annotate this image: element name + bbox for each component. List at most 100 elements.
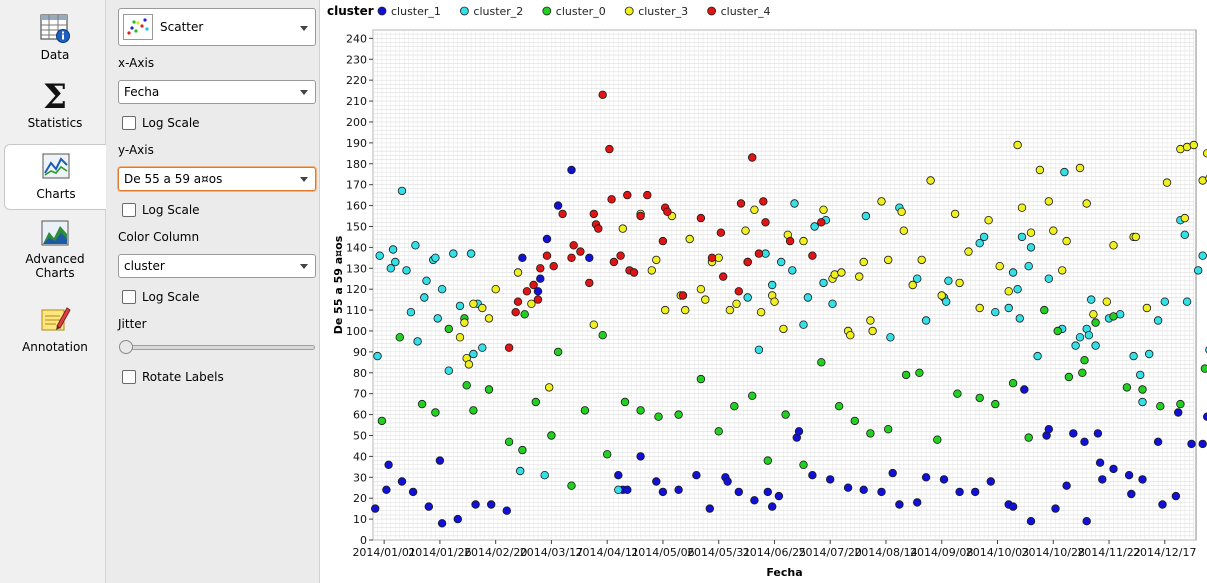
data-point[interactable] xyxy=(1136,370,1145,380)
data-point[interactable] xyxy=(511,308,520,317)
data-point[interactable] xyxy=(1015,314,1024,323)
data-point[interactable] xyxy=(1017,232,1027,242)
data-point[interactable] xyxy=(846,331,855,340)
data-point[interactable] xyxy=(433,314,442,323)
data-point[interactable] xyxy=(502,506,511,515)
data-point[interactable] xyxy=(462,381,471,390)
data-point[interactable] xyxy=(785,236,795,246)
chart-type-select[interactable]: Scatter xyxy=(118,8,316,46)
data-point[interactable] xyxy=(444,366,453,375)
data-point[interactable] xyxy=(799,236,808,246)
data-point[interactable] xyxy=(585,253,594,262)
data-point[interactable] xyxy=(1198,439,1207,449)
data-point[interactable] xyxy=(371,504,380,513)
data-point[interactable] xyxy=(1176,399,1185,409)
data-point[interactable] xyxy=(444,324,453,334)
data-point[interactable] xyxy=(1194,266,1203,275)
data-point[interactable] xyxy=(1049,226,1058,235)
x-axis-select[interactable]: Fecha xyxy=(118,80,316,104)
data-point[interactable] xyxy=(955,278,964,288)
data-point[interactable] xyxy=(518,445,527,455)
data-point[interactable] xyxy=(663,207,672,216)
data-point[interactable] xyxy=(437,285,447,294)
data-point[interactable] xyxy=(730,402,739,411)
data-point[interactable] xyxy=(478,343,487,352)
data-point[interactable] xyxy=(826,475,835,484)
data-point[interactable] xyxy=(618,224,627,233)
data-point[interactable] xyxy=(1078,368,1087,377)
data-point[interactable] xyxy=(901,370,911,380)
data-point[interactable] xyxy=(736,199,746,208)
scatter-chart[interactable]: 0 10 20 30 40 50 60 70 80 90 100 110 120 130 140 150 160… xyxy=(320,0,1207,583)
data-point[interactable] xyxy=(1122,383,1132,392)
data-point[interactable] xyxy=(770,297,779,306)
data-point[interactable] xyxy=(580,406,590,415)
data-point[interactable] xyxy=(1187,439,1196,449)
data-point[interactable] xyxy=(547,431,556,440)
data-point[interactable] xyxy=(850,416,859,426)
data-point[interactable] xyxy=(1109,464,1118,474)
data-point[interactable] xyxy=(1053,326,1062,336)
data-point[interactable] xyxy=(576,247,585,256)
data-point[interactable] xyxy=(1156,402,1165,411)
data-point[interactable] xyxy=(484,314,494,323)
data-point[interactable] xyxy=(533,295,543,304)
data-point[interactable] xyxy=(921,316,931,325)
data-point[interactable] xyxy=(652,477,661,486)
data-point[interactable] xyxy=(1087,295,1096,304)
data-point[interactable] xyxy=(1153,437,1163,446)
data-point[interactable] xyxy=(915,368,924,377)
data-point[interactable] xyxy=(1020,385,1029,394)
data-point[interactable] xyxy=(975,303,984,313)
data-point[interactable] xyxy=(788,266,797,275)
data-point[interactable] xyxy=(1180,213,1189,223)
data-point[interactable] xyxy=(518,253,527,262)
data-point[interactable] xyxy=(527,299,536,308)
data-point[interactable] xyxy=(732,299,741,308)
data-point[interactable] xyxy=(569,241,578,250)
data-point[interactable] xyxy=(777,257,786,267)
data-point[interactable] xyxy=(1093,429,1103,438)
data-point[interactable] xyxy=(884,425,893,434)
data-point[interactable] xyxy=(529,280,538,290)
data-point[interactable] xyxy=(723,477,732,486)
data-point[interactable] xyxy=(1082,517,1091,526)
data-point[interactable] xyxy=(1026,228,1036,237)
data-point[interactable] xyxy=(567,253,576,262)
data-point[interactable] xyxy=(1058,266,1067,275)
data-point[interactable] xyxy=(598,90,607,99)
jitter-slider-thumb[interactable] xyxy=(119,340,133,354)
data-point[interactable] xyxy=(794,427,804,436)
jitter-slider-track[interactable] xyxy=(121,345,315,350)
data-point[interactable] xyxy=(1203,149,1207,158)
data-point[interactable] xyxy=(984,215,993,225)
data-point[interactable] xyxy=(607,195,616,204)
nav-item-data[interactable]: Data xyxy=(4,6,106,72)
data-point[interactable] xyxy=(460,318,469,327)
data-point[interactable] xyxy=(877,487,886,497)
data-point[interactable] xyxy=(1109,312,1118,321)
data-point[interactable] xyxy=(779,324,788,334)
data-point[interactable] xyxy=(933,435,942,444)
data-point[interactable] xyxy=(1008,502,1018,511)
data-point[interactable] xyxy=(734,287,743,296)
data-point[interactable] xyxy=(395,333,404,342)
data-point[interactable] xyxy=(658,487,668,497)
data-point[interactable] xyxy=(834,402,844,411)
data-point[interactable] xyxy=(734,487,743,497)
data-point[interactable] xyxy=(455,333,465,342)
data-point[interactable] xyxy=(705,504,714,513)
color-log-scale-checkbox[interactable]: Log Scale xyxy=(122,289,302,307)
data-point[interactable] xyxy=(1024,262,1033,271)
data-point[interactable] xyxy=(469,349,478,359)
data-point[interactable] xyxy=(466,249,476,258)
data-point[interactable] xyxy=(707,253,717,262)
data-point[interactable] xyxy=(810,222,819,231)
data-point[interactable] xyxy=(763,487,772,497)
data-point[interactable] xyxy=(558,209,567,219)
data-point[interactable] xyxy=(942,297,951,306)
data-point[interactable] xyxy=(605,144,614,154)
data-point[interactable] xyxy=(1069,429,1078,438)
data-point[interactable] xyxy=(692,471,701,480)
data-point[interactable] xyxy=(1182,297,1192,306)
